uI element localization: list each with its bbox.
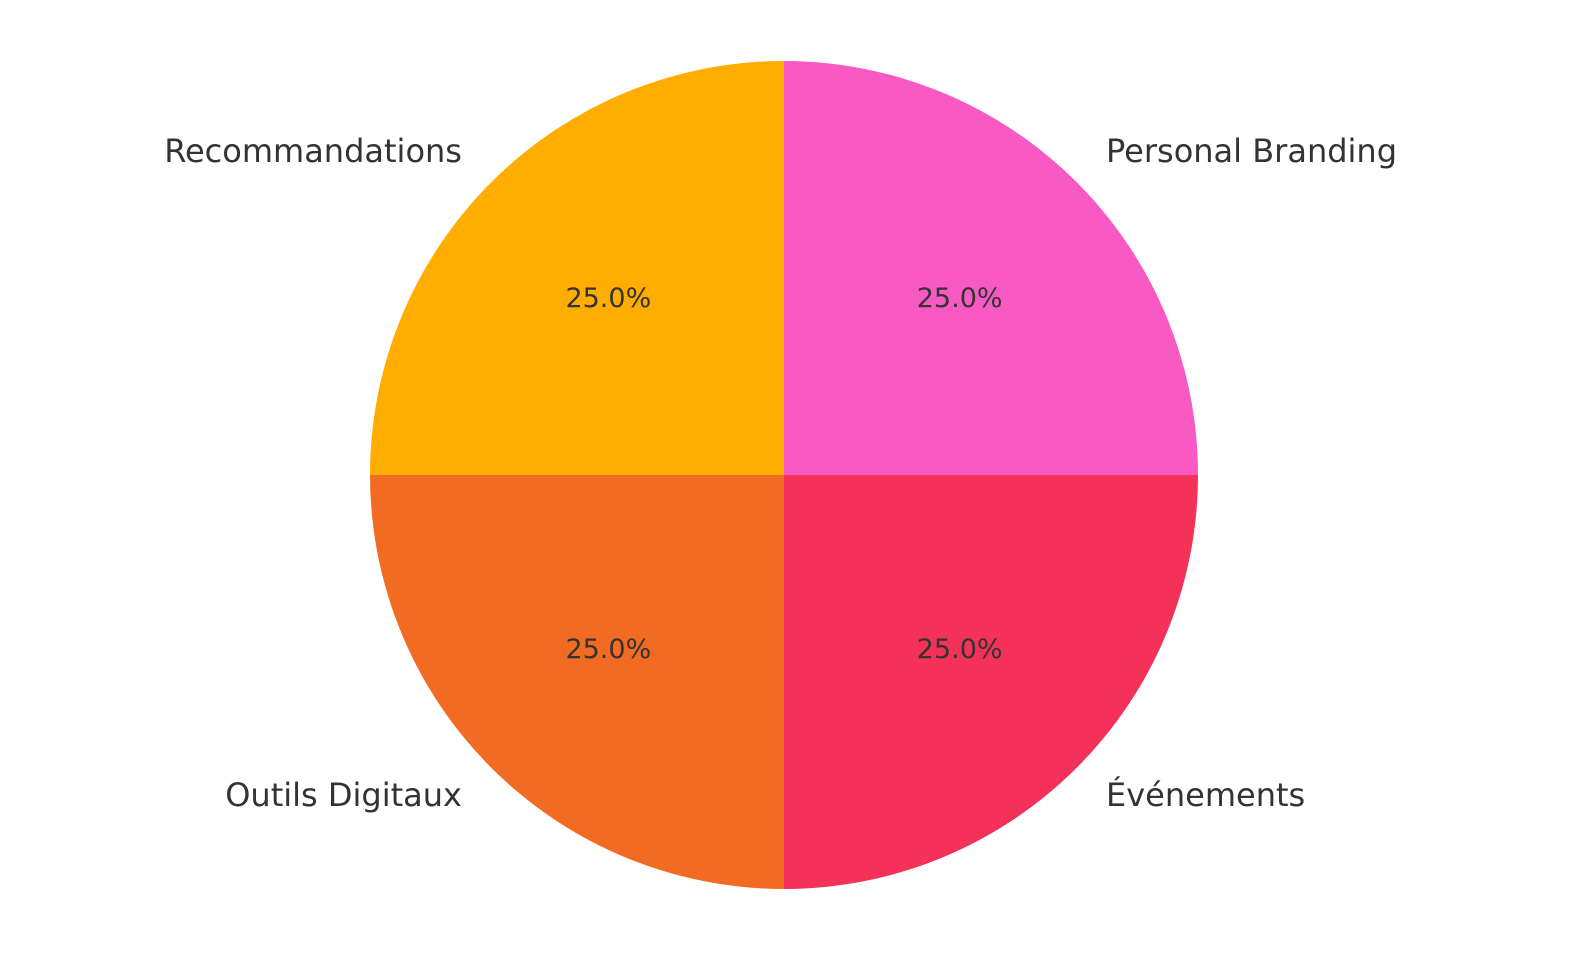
pie-slice bbox=[370, 475, 784, 889]
pie-slice bbox=[370, 61, 784, 475]
pie-slice bbox=[784, 61, 1198, 475]
slice-label: Personal Branding bbox=[1106, 132, 1397, 170]
pie-slice bbox=[784, 475, 1198, 889]
percent-label: 25.0% bbox=[565, 634, 651, 665]
percent-label: 25.0% bbox=[565, 283, 651, 314]
slice-label: Outils Digitaux bbox=[225, 776, 462, 814]
slice-label: Recommandations bbox=[164, 132, 462, 170]
percent-label: 25.0% bbox=[917, 283, 1003, 314]
percent-label: 25.0% bbox=[917, 634, 1003, 665]
slice-label: Événements bbox=[1106, 776, 1305, 814]
